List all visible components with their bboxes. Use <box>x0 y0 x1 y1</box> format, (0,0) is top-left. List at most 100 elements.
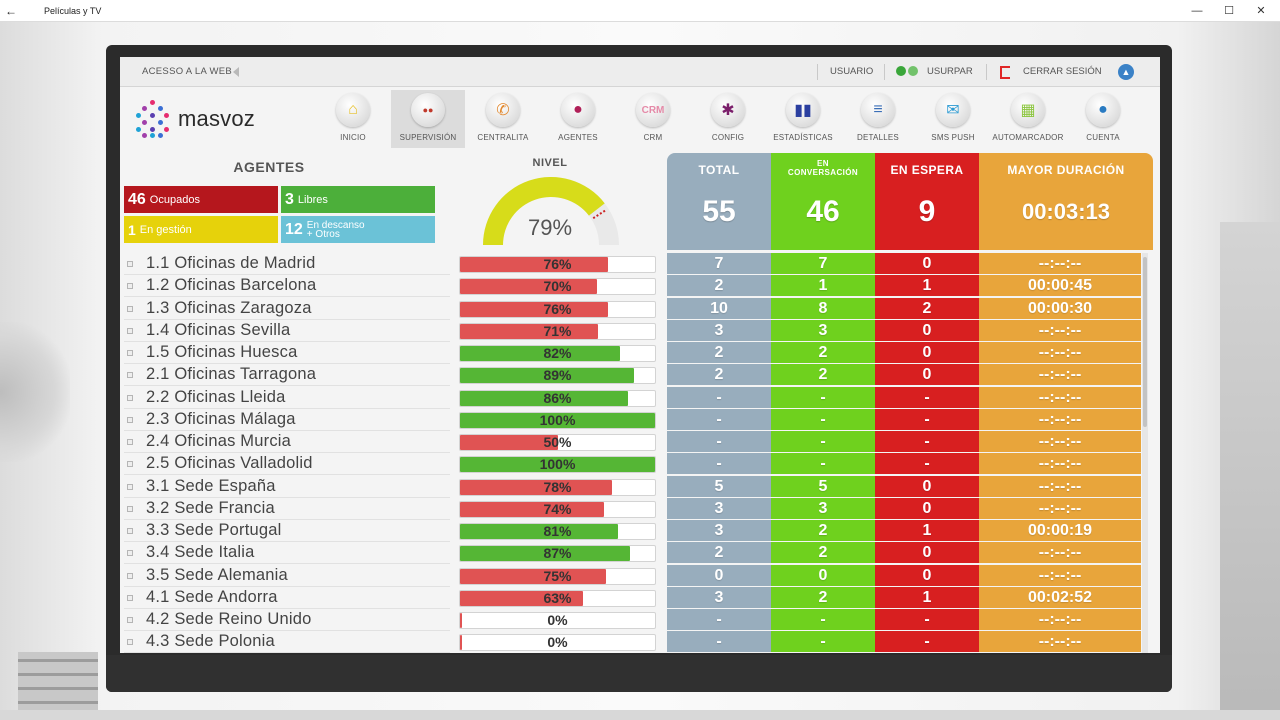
row-bullet-icon[interactable] <box>127 483 133 490</box>
maximize-icon[interactable]: ☐ <box>1224 5 1234 17</box>
row-divider <box>124 385 450 387</box>
nav-item-centralita[interactable]: ✆ CENTRALITA <box>466 90 540 148</box>
max-duration-cell: --:--:-- <box>979 475 1141 497</box>
table-row[interactable]: 3.3 Sede Portugal 81% 3 2 1 00:00:19 <box>120 520 1160 542</box>
nav-item-inicio[interactable]: ⌂ INICIO <box>316 90 390 148</box>
lamp-decoration <box>0 322 70 462</box>
conversation-cell: 2 <box>771 364 875 386</box>
nav-item-agentes[interactable]: ● AGENTES <box>541 90 615 148</box>
total-cell: - <box>667 453 771 475</box>
table-row[interactable]: 1.4 Oficinas Sevilla 71% 3 3 0 --:--:-- <box>120 319 1160 342</box>
row-bullet-icon[interactable] <box>127 283 133 290</box>
scrollbar-thumb[interactable] <box>1143 257 1147 427</box>
table-row[interactable]: 4.3 Sede Polonia 0% - - - --:--:-- <box>120 631 1160 653</box>
chip-libres[interactable]: 3 Libres <box>281 186 435 213</box>
usurpar-link[interactable]: USURPAR <box>896 57 973 87</box>
logo-dot <box>158 120 163 125</box>
usuario-link[interactable]: USUARIO <box>830 57 873 87</box>
logo-dot <box>142 120 147 125</box>
level-bar-fill <box>460 279 597 295</box>
level-bar: 100% <box>459 456 656 474</box>
nav-item-crm[interactable]: CRM CRM <box>616 90 690 148</box>
table-row[interactable]: 3.2 Sede Francia 74% 3 3 0 --:--:-- <box>120 497 1160 520</box>
logo-dots-icon <box>134 100 172 138</box>
logo-dot <box>142 106 147 111</box>
close-icon[interactable]: ✕ <box>1256 5 1266 17</box>
gauge-chart <box>483 176 619 245</box>
max-label: MAYOR DURACIÓN <box>1007 163 1125 177</box>
row-bullet-icon[interactable] <box>127 528 133 534</box>
nav-item-supervisi-n[interactable]: ●● SUPERVISIÓN <box>391 90 465 148</box>
nav-item-sms-push[interactable]: ✉ SMS PUSH <box>916 90 990 148</box>
crm-icon: CRM <box>636 93 670 127</box>
conversation-cell: - <box>771 609 875 630</box>
row-bullet-icon[interactable] <box>127 505 133 512</box>
level-bar-fill <box>460 435 558 450</box>
scroll-up-icon[interactable]: ▲ <box>1118 64 1134 80</box>
taskbar-strip <box>0 710 1280 720</box>
row-bullet-icon[interactable] <box>127 350 133 356</box>
waiting-cell: 0 <box>875 564 979 586</box>
usurpar-label: USURPAR <box>927 66 973 77</box>
row-bullet-icon[interactable] <box>127 416 133 423</box>
nav-label: CENTRALITA <box>477 133 529 142</box>
web-access-link[interactable]: ACESSO A LA WEB <box>142 66 233 77</box>
table-row[interactable]: 4.1 Sede Andorra 63% 3 2 1 00:02:52 <box>120 586 1160 609</box>
table-row[interactable]: 1.3 Oficinas Zaragoza 76% 10 8 2 00:00:30 <box>120 297 1160 320</box>
nav-item-estad-sticas[interactable]: ▮▮ ESTADÍSTICAS <box>766 90 840 148</box>
wait-value: 9 <box>918 195 936 228</box>
row-bullet-icon[interactable] <box>127 617 133 623</box>
table-row[interactable]: 4.2 Sede Reino Unido 0% - - - --:--:-- <box>120 609 1160 631</box>
table-scrollbar[interactable] <box>1142 253 1148 653</box>
max-duration-cell: --:--:-- <box>979 453 1141 475</box>
table-row[interactable]: 2.4 Oficinas Murcia 50% - - - --:--:-- <box>120 431 1160 453</box>
row-bullet-icon[interactable] <box>127 305 133 312</box>
table-row[interactable]: 2.3 Oficinas Málaga 100% - - - --:--:-- <box>120 408 1160 431</box>
chip-gestion[interactable]: 1 En gestión <box>124 216 278 243</box>
row-bullet-icon[interactable] <box>127 261 133 267</box>
table-row[interactable]: 3.4 Sede Italia 87% 2 2 0 --:--:-- <box>120 542 1160 565</box>
level-percent: 87% <box>543 545 572 562</box>
back-arrow-icon[interactable]: ← <box>5 3 17 18</box>
waiting-cell: 0 <box>875 497 979 519</box>
row-bullet-icon[interactable] <box>127 327 133 334</box>
row-bullet-icon[interactable] <box>127 594 133 601</box>
nav-item-detalles[interactable]: ≡ DETALLES <box>841 90 915 148</box>
chip-ocupados[interactable]: 46 Ocupados <box>124 186 278 213</box>
logo-dot <box>136 127 141 132</box>
row-divider <box>124 496 450 498</box>
level-bar-fill <box>460 323 598 339</box>
nav-item-cuenta[interactable]: ● CUENTA <box>1066 90 1140 148</box>
gestion-label: En gestión <box>139 223 192 236</box>
table-row[interactable]: 1.1 Oficinas de Madrid 76% 7 7 0 --:--:-- <box>120 253 1160 275</box>
nav-item-config[interactable]: ✱ CONFIG <box>691 90 765 148</box>
level-bar: 87% <box>459 545 656 563</box>
nav-item-automarcador[interactable]: ▦ AUTOMARCADOR <box>991 90 1065 148</box>
chip-descanso[interactable]: 12 En descanso + Otros <box>281 216 435 243</box>
separator <box>817 64 818 80</box>
collapse-arrow-icon[interactable] <box>233 67 239 77</box>
minimize-icon[interactable]: — <box>1191 5 1203 17</box>
logout-link[interactable]: CERRAR SESIÓN <box>1000 57 1102 87</box>
brand-logo[interactable]: masvoz <box>134 100 255 138</box>
table-row[interactable]: 1.5 Oficinas Huesca 82% 2 2 0 --:--:-- <box>120 342 1160 364</box>
level-bar: 76% <box>459 256 656 273</box>
row-bullet-icon[interactable] <box>127 461 133 468</box>
row-bullet-icon[interactable] <box>127 572 133 579</box>
row-divider <box>124 429 450 431</box>
row-bullet-icon[interactable] <box>127 639 133 646</box>
waiting-cell: 0 <box>875 319 979 341</box>
row-bullet-icon[interactable] <box>127 372 133 379</box>
table-row[interactable]: 1.2 Oficinas Barcelona 70% 2 1 1 00:00:45 <box>120 275 1160 298</box>
row-bullet-icon[interactable] <box>127 394 133 401</box>
table-row[interactable]: 3.1 Sede España 78% 5 5 0 --:--:-- <box>120 475 1160 498</box>
row-bullet-icon[interactable] <box>127 550 133 557</box>
row-bullet-icon[interactable] <box>127 439 133 445</box>
table-row[interactable]: 2.1 Oficinas Tarragona 89% 2 2 0 --:--:-- <box>120 364 1160 387</box>
conv-label-2: CONVERSACIÓN <box>787 168 859 177</box>
table-row[interactable]: 2.2 Oficinas Lleida 86% - - - --:--:-- <box>120 386 1160 409</box>
table-row[interactable]: 2.5 Oficinas Valladolid 100% - - - --:--:-- <box>120 453 1160 476</box>
total-cell: 10 <box>667 297 771 319</box>
table-row[interactable]: 3.5 Sede Alemania 75% 0 0 0 --:--:-- <box>120 564 1160 587</box>
level-percent: 0% <box>547 612 568 628</box>
